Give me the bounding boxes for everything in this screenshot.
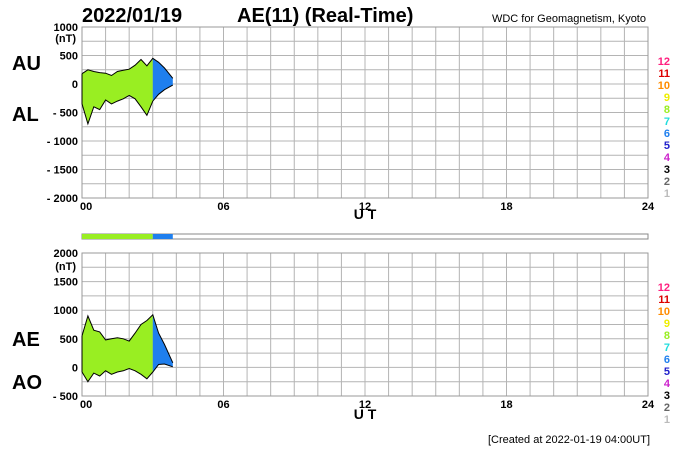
data-coverage-bar [81,233,649,240]
y-tick-label: - 500 [53,391,78,403]
ae-ao-area [81,313,174,383]
area-segment-hour-0 [82,58,153,124]
lower-envelope-line [81,363,173,383]
au-series-label: AU [12,53,41,75]
legend-hour-9: 9 [664,318,670,330]
y-tick-label: 1500 [54,277,78,289]
created-timestamp: [Created at 2022-01-19 04:00UT] [488,434,650,446]
coverage-bar-segments [82,234,173,239]
area-segment-hour-0 [82,314,153,382]
date-label: 2022/01/19 [82,5,182,27]
x-tick-label: 24 [642,399,655,411]
y-tick-label: 500 [60,51,78,63]
ae-ao-grid [81,252,649,397]
legend-hour-9: 9 [664,92,670,104]
legend-hour-8: 8 [664,330,670,342]
legend-hour-12: 12 [658,56,670,68]
y-tick-label: 1000 [54,22,78,34]
plot-frame [81,252,649,397]
chart-title: AE(11) (Real-Time) [237,5,413,27]
au-al-x-axis-label: U T [354,206,377,222]
y-tick-label: - 500 [53,108,78,120]
legend-hour-4: 4 [664,378,671,390]
y-tick-label: 500 [60,334,78,346]
au-al-grid [81,26,649,199]
au-al-area [81,57,174,126]
area-segment-hour-1 [152,58,173,102]
legend-hour-1: 1 [664,414,670,426]
upper-envelope-line [81,57,174,79]
x-tick-label: 06 [217,399,229,411]
coverage-segment-1 [152,234,173,239]
x-tick-label: 24 [642,201,655,213]
y-tick-label: 0 [72,79,78,91]
y-tick-label: 0 [72,362,78,374]
ae-ao-x-axis-label: U T [354,406,377,422]
x-tick-label: 18 [500,399,512,411]
x-tick-label: 12 [359,399,371,411]
legend-hour-10: 10 [658,306,670,318]
au-al-x-axis-ticks: 00 06 12 18 24 [80,201,655,213]
au-al-unit-label: (nT) [55,33,76,45]
area-segment-hour-1 [152,314,173,372]
x-tick-label: 12 [359,201,371,213]
y-tick-label: - 2000 [47,193,78,205]
x-tick-label: 18 [500,201,512,213]
y-tick-label: - 1000 [47,136,78,148]
legend-hour-5: 5 [664,366,670,378]
legend-hour-12: 12 [658,282,670,294]
y-tick-label: 1000 [54,305,78,317]
legend-hour-10: 10 [658,80,670,92]
legend-hour-4: 4 [664,152,671,164]
ae-series-label: AE [12,329,40,351]
legend-hour-2: 2 [664,176,670,188]
au-al-y-axis-ticks: 1000 500 0 - 500 - 1000 - 1500 - 2000 [47,22,78,205]
legend-hour-7: 7 [664,116,670,128]
legend-hour-7: 7 [664,342,670,354]
legend-hour-11: 11 [658,68,670,80]
ae-ao-unit-label: (nT) [55,261,76,273]
legend-hour-6: 6 [664,128,670,140]
plot-frame [81,26,649,199]
al-series-label: AL [12,104,39,126]
legend-hour-11: 11 [658,294,670,306]
ae-ao-x-axis-ticks: 00 06 12 18 24 [80,399,655,411]
y-tick-label: 2000 [54,248,78,260]
x-tick-label: 00 [80,201,92,213]
legend-hour-3: 3 [664,390,670,402]
legend-hour-2: 2 [664,402,670,414]
legend-hour-5: 5 [664,140,670,152]
coverage-segment-0 [82,234,153,239]
ae-ao-y-axis-ticks: 2000 1500 1000 500 0 - 500 [53,248,78,403]
lower-envelope-line [81,84,174,126]
legend-hour-8: 8 [664,104,670,116]
source-label: WDC for Geomagnetism, Kyoto [492,13,646,25]
legend-hour-6: 6 [664,354,670,366]
upper-envelope-line [81,313,174,364]
x-tick-label: 06 [217,201,229,213]
legend-hour-1: 1 [664,188,670,200]
x-tick-label: 00 [80,399,92,411]
y-tick-label: - 1500 [47,165,78,177]
ao-series-label: AO [12,372,42,394]
legend-hour-3: 3 [664,164,670,176]
